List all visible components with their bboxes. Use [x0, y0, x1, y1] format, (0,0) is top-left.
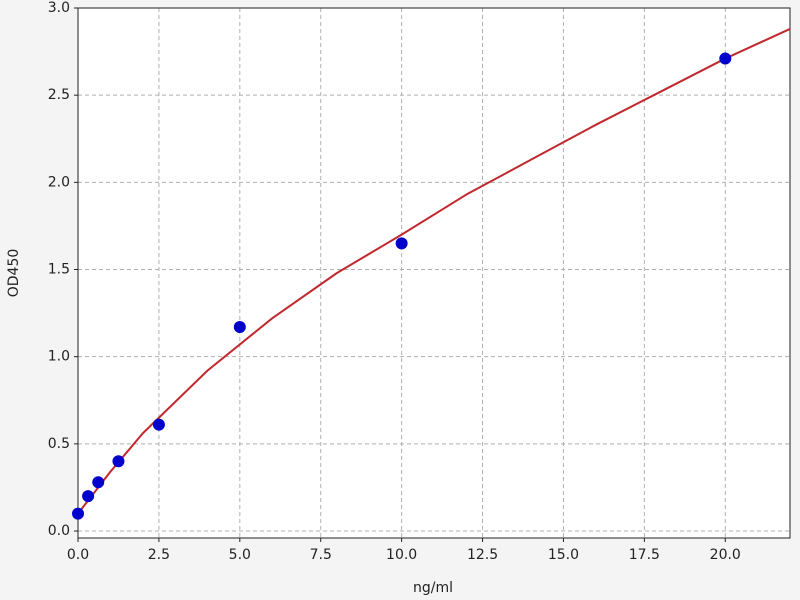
y-tick-label: 1.0 — [48, 349, 70, 365]
y-tick-label: 0.5 — [48, 436, 70, 452]
data-point — [82, 490, 95, 503]
data-point — [152, 418, 165, 431]
y-tick-label: 3.0 — [48, 0, 70, 16]
x-tick-label: 20.0 — [710, 547, 741, 563]
x-tick-label: 10.0 — [386, 547, 417, 563]
data-point — [72, 507, 84, 520]
x-tick-label: 12.5 — [467, 547, 498, 563]
x-tick-label: 17.5 — [629, 547, 660, 563]
data-point — [395, 237, 408, 250]
y-tick-label: 2.5 — [48, 87, 70, 103]
x-tick-label: 15.0 — [548, 547, 579, 563]
data-point — [719, 52, 732, 65]
y-tick-label: 2.0 — [48, 174, 70, 190]
plot-frame — [77, 7, 791, 539]
data-point — [92, 476, 105, 489]
data-point — [233, 321, 246, 334]
y-tick-label: 1.5 — [48, 262, 70, 278]
fit-curve — [77, 28, 791, 515]
x-tick-label: 5.0 — [229, 547, 251, 563]
y-tick-label: 0.0 — [48, 523, 70, 539]
plot-area — [78, 8, 790, 538]
data-point — [112, 455, 125, 468]
y-axis-label: OD450 — [6, 249, 22, 298]
x-tick-label: 2.5 — [148, 547, 170, 563]
x-axis-label: ng/ml — [413, 580, 453, 596]
x-tick-label: 0.0 — [67, 547, 89, 563]
x-tick-label: 7.5 — [310, 547, 332, 563]
